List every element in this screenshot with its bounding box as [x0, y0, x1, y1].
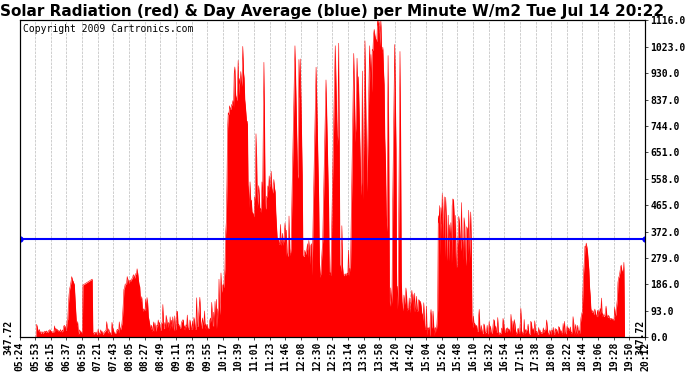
Text: Copyright 2009 Cartronics.com: Copyright 2009 Cartronics.com	[23, 24, 193, 33]
Text: 347.72: 347.72	[635, 320, 645, 355]
Text: 347.72: 347.72	[3, 320, 13, 355]
Title: Solar Radiation (red) & Day Average (blue) per Minute W/m2 Tue Jul 14 20:22: Solar Radiation (red) & Day Average (blu…	[0, 4, 664, 19]
